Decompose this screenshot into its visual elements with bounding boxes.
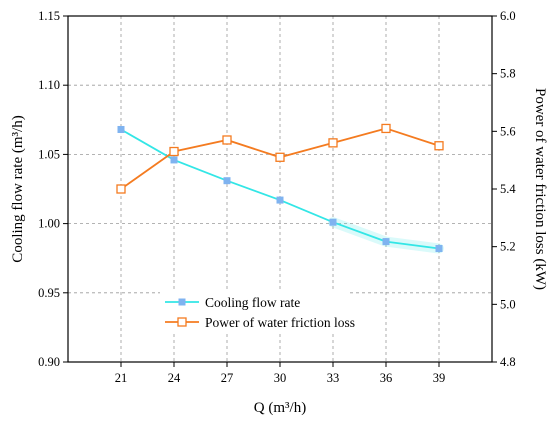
data-point-power-friction-loss	[275, 152, 285, 162]
legend-marker-cooling-flow-rate	[178, 298, 186, 306]
y-left-tick-label: 1.00	[38, 217, 60, 231]
x-tick-label: 27	[221, 371, 234, 385]
y-left-tick-label: 1.10	[38, 78, 60, 92]
data-point-cooling-flow-rate	[223, 177, 231, 185]
y-axis-left-title: Cooling flow rate (m³/h)	[10, 115, 26, 262]
data-point-cooling-flow-rate	[170, 156, 178, 164]
y-left-tick-label: 0.95	[38, 286, 60, 300]
legend-marker-power-friction-loss	[177, 317, 187, 327]
y-right-tick-label: 4.8	[500, 355, 516, 369]
data-point-power-friction-loss	[116, 184, 126, 194]
y-right-tick-label: 5.2	[500, 240, 516, 254]
x-tick-label: 24	[168, 371, 181, 385]
y-right-tick-label: 5.6	[500, 124, 516, 138]
data-point-cooling-flow-rate	[435, 245, 443, 253]
data-point-power-friction-loss	[222, 135, 232, 145]
legend-box	[160, 292, 350, 334]
y-axis-right-title: Power of water friction loss (kW)	[532, 88, 548, 290]
legend: Cooling flow rate Power of water frictio…	[160, 292, 355, 334]
data-point-cooling-flow-rate	[382, 238, 390, 246]
data-point-power-friction-loss	[434, 141, 444, 151]
data-point-power-friction-loss	[381, 123, 391, 134]
x-tick-label: 36	[380, 371, 393, 385]
series-layer	[116, 123, 444, 254]
y-left-tick-label: 1.05	[38, 147, 60, 161]
data-point-cooling-flow-rate	[329, 218, 337, 226]
legend-label-cooling-flow-rate: Cooling flow rate	[205, 295, 300, 310]
legend-label-power-friction-loss: Power of water friction loss	[205, 315, 355, 330]
data-point-power-friction-loss	[169, 146, 179, 157]
y-right-tick-label: 6.0	[500, 9, 516, 23]
data-point-cooling-flow-rate	[276, 196, 284, 204]
y-right-tick-label: 5.0	[500, 297, 516, 311]
x-tick-label: 33	[327, 371, 340, 385]
y-right-tick-label: 5.8	[500, 67, 516, 81]
y-right-tick-label: 5.4	[500, 182, 516, 196]
data-point-cooling-flow-rate	[117, 125, 125, 133]
y-left-tick-label: 0.90	[38, 355, 60, 369]
y-left-tick-label: 1.15	[38, 9, 60, 23]
axes: 21 24 27 30 33 36 39 0.90 0.95 1.00 1.05 1.10 1.15 4.…	[38, 9, 516, 385]
series-line-cooling-flow-rate	[120, 128, 440, 250]
legend-item-power-friction-loss: Power of water friction loss	[165, 315, 355, 330]
data-point-power-friction-loss	[328, 138, 338, 148]
x-tick-label: 21	[115, 371, 128, 385]
x-tick-label: 30	[274, 371, 287, 385]
legend-item-cooling-flow-rate: Cooling flow rate	[165, 295, 300, 310]
x-tick-label: 39	[433, 371, 446, 385]
x-axis-title: Q (m³/h)	[254, 400, 306, 416]
